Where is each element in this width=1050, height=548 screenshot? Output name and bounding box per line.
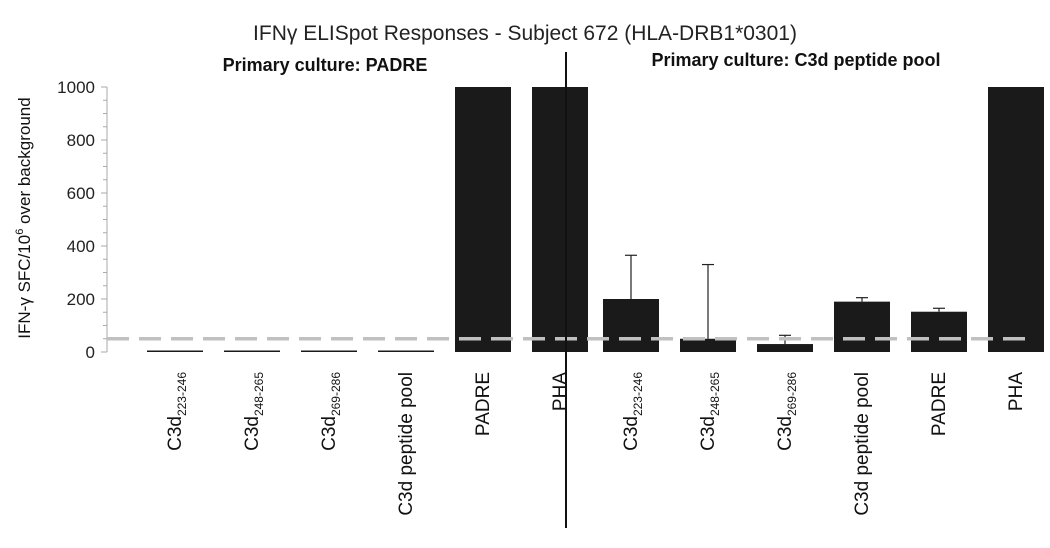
- category-label-base: C3d: [775, 416, 796, 451]
- category-label-base: C3d peptide pool: [396, 372, 417, 516]
- bar: [301, 350, 357, 352]
- category-label: PHA: [1006, 372, 1027, 411]
- y-tick-label: 400: [67, 237, 95, 256]
- category-label: C3d269-286: [319, 372, 343, 451]
- category-label: C3d223-246: [621, 372, 645, 451]
- category-label-base: C3d: [242, 416, 263, 451]
- bar: [834, 301, 890, 352]
- category-label-base: C3d: [698, 416, 719, 451]
- bars: [147, 87, 1044, 352]
- error-bars: [625, 254, 945, 345]
- panel-title-c3d-pool: Primary culture: C3d peptide pool: [651, 50, 940, 70]
- bar: [680, 338, 736, 352]
- category-label-subscript: 269-286: [785, 372, 799, 416]
- y-axis-label-prefix: IFN-γ SFC/10: [15, 235, 34, 339]
- bar: [911, 311, 967, 352]
- category-label-base: PADRE: [929, 372, 950, 436]
- y-axis: 0 200 400 600 800 1000: [57, 78, 108, 362]
- bar: [757, 344, 813, 352]
- panel-title-padre: Primary culture: PADRE: [223, 55, 428, 75]
- y-tick-label: 1000: [57, 78, 95, 97]
- category-label-base: C3d peptide pool: [852, 372, 873, 516]
- category-label: C3d248-265: [242, 372, 266, 451]
- category-label-subscript: 248-265: [708, 372, 722, 416]
- overlays: [107, 52, 1032, 528]
- category-label-subscript: 269-286: [329, 372, 343, 416]
- bar: [988, 87, 1044, 352]
- bar: [603, 299, 659, 352]
- category-label-base: C3d: [165, 416, 186, 451]
- category-label-base: C3d: [621, 416, 642, 451]
- chart-title: IFNγ ELISpot Responses - Subject 672 (HL…: [253, 22, 797, 45]
- bar: [532, 87, 588, 352]
- bar: [378, 350, 434, 352]
- category-label-base: PHA: [550, 372, 571, 411]
- bar: [455, 87, 511, 352]
- category-label: C3d peptide pool: [396, 372, 417, 516]
- category-label: C3d269-286: [775, 372, 799, 451]
- y-tick-label: 0: [86, 343, 95, 362]
- y-axis-label: IFN-γ SFC/106 over background: [14, 97, 34, 338]
- category-label: PADRE: [473, 372, 494, 436]
- category-label: PHA: [550, 372, 571, 411]
- y-tick-label: 800: [67, 131, 95, 150]
- category-label-base: C3d: [319, 416, 340, 451]
- bar: [147, 350, 203, 352]
- category-label-subscript: 223-246: [631, 372, 645, 416]
- y-tick-label: 200: [67, 290, 95, 309]
- category-label-base: PHA: [1006, 372, 1027, 411]
- category-label: C3d223-246: [165, 372, 189, 451]
- y-axis-label-sup: 6: [14, 229, 26, 235]
- category-label: C3d248-265: [698, 372, 722, 451]
- category-label-subscript: 223-246: [175, 372, 189, 416]
- y-tick-label: 600: [67, 184, 95, 203]
- category-label: C3d peptide pool: [852, 372, 873, 516]
- y-axis-label-suffix: over background: [15, 97, 34, 228]
- bar: [224, 350, 280, 352]
- category-label-base: PADRE: [473, 372, 494, 436]
- category-label-subscript: 248-265: [252, 372, 266, 416]
- category-label: PADRE: [929, 372, 950, 436]
